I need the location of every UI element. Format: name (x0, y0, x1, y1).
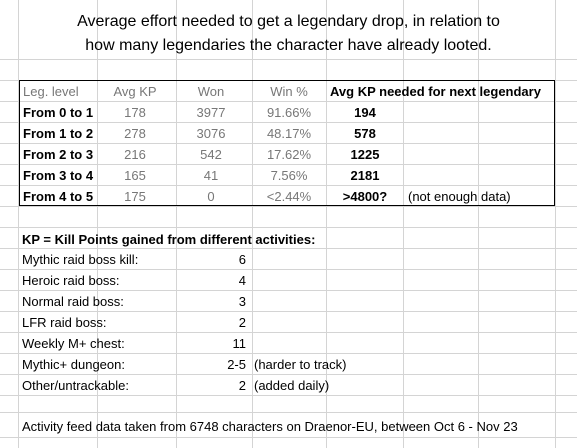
kp-activity-value: 2-5 (227, 357, 246, 372)
row-won: 3076 (196, 126, 226, 141)
row-level-label: From 3 to 4 (23, 168, 94, 183)
row-level-label: From 1 to 2 (23, 126, 94, 141)
row-note: (not enough data) (408, 189, 511, 204)
col-header-leg-level: Leg. level (23, 84, 79, 99)
sheet-title-line-2: how many legendaries the character have … (85, 37, 492, 54)
kp-activity-value: 2 (238, 378, 246, 393)
row-kp-needed: 1225 (350, 147, 380, 162)
kp-activity-label: Weekly M+ chest: (22, 336, 125, 351)
row-win-pct: 91.66% (266, 105, 312, 120)
row-avg-kp: 178 (124, 105, 146, 120)
col-header-win-pct: Win % (270, 84, 308, 99)
row-avg-kp: 175 (124, 189, 146, 204)
kp-activity-value: 4 (238, 273, 246, 288)
row-kp-needed: 2181 (350, 168, 380, 183)
row-win-pct: 17.62% (266, 147, 312, 162)
kp-activity-value: 2 (238, 315, 246, 330)
sheet-title-line-1: Average effort needed to get a legendary… (77, 13, 500, 30)
col-header-needed: Avg KP needed for next legendary (330, 84, 541, 99)
row-won: 0 (207, 189, 215, 204)
row-level-label: From 0 to 1 (23, 105, 94, 120)
col-header-avg-kp: Avg KP (113, 84, 157, 99)
row-win-pct: 7.56% (270, 168, 308, 183)
kp-activity-note: (added daily) (254, 378, 330, 393)
kp-activity-label: Mythic raid boss kill: (22, 252, 139, 267)
row-avg-kp: 165 (124, 168, 146, 183)
row-win-pct: <2.44% (266, 189, 312, 204)
kp-activity-label: LFR raid boss: (22, 315, 107, 330)
row-kp-needed: 194 (354, 105, 376, 120)
footer-note: Activity feed data taken from 6748 chara… (22, 419, 518, 434)
row-kp-needed: >4800? (342, 189, 388, 204)
row-avg-kp: 216 (124, 147, 146, 162)
row-won: 542 (200, 147, 222, 162)
col-header-won: Won (197, 84, 225, 99)
row-level-label: From 2 to 3 (23, 147, 94, 162)
kp-activity-label: Heroic raid boss: (22, 273, 120, 288)
row-level-label: From 4 to 5 (23, 189, 94, 204)
kp-activity-value: 6 (238, 252, 246, 267)
kp-activity-label: Mythic+ dungeon: (22, 357, 125, 372)
kp-activity-label: Normal raid boss: (22, 294, 124, 309)
kp-activity-value: 11 (232, 336, 247, 351)
kp-activity-note: (harder to track) (254, 357, 347, 372)
row-win-pct: 48.17% (266, 126, 312, 141)
kp-activity-label: Other/untrackable: (22, 378, 129, 393)
row-won: 41 (203, 168, 219, 183)
kp-section-heading: KP = Kill Points gained from different a… (22, 232, 316, 247)
kp-activity-value: 3 (238, 294, 246, 309)
row-kp-needed: 578 (354, 126, 376, 141)
row-won: 3977 (196, 105, 226, 120)
row-avg-kp: 278 (124, 126, 146, 141)
